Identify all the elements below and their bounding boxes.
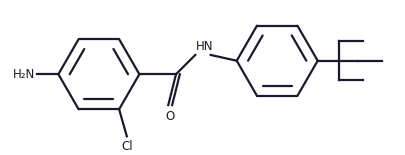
Text: O: O	[166, 110, 175, 123]
Text: Cl: Cl	[121, 140, 133, 153]
Text: H₂N: H₂N	[13, 68, 35, 81]
Text: HN: HN	[196, 40, 214, 53]
